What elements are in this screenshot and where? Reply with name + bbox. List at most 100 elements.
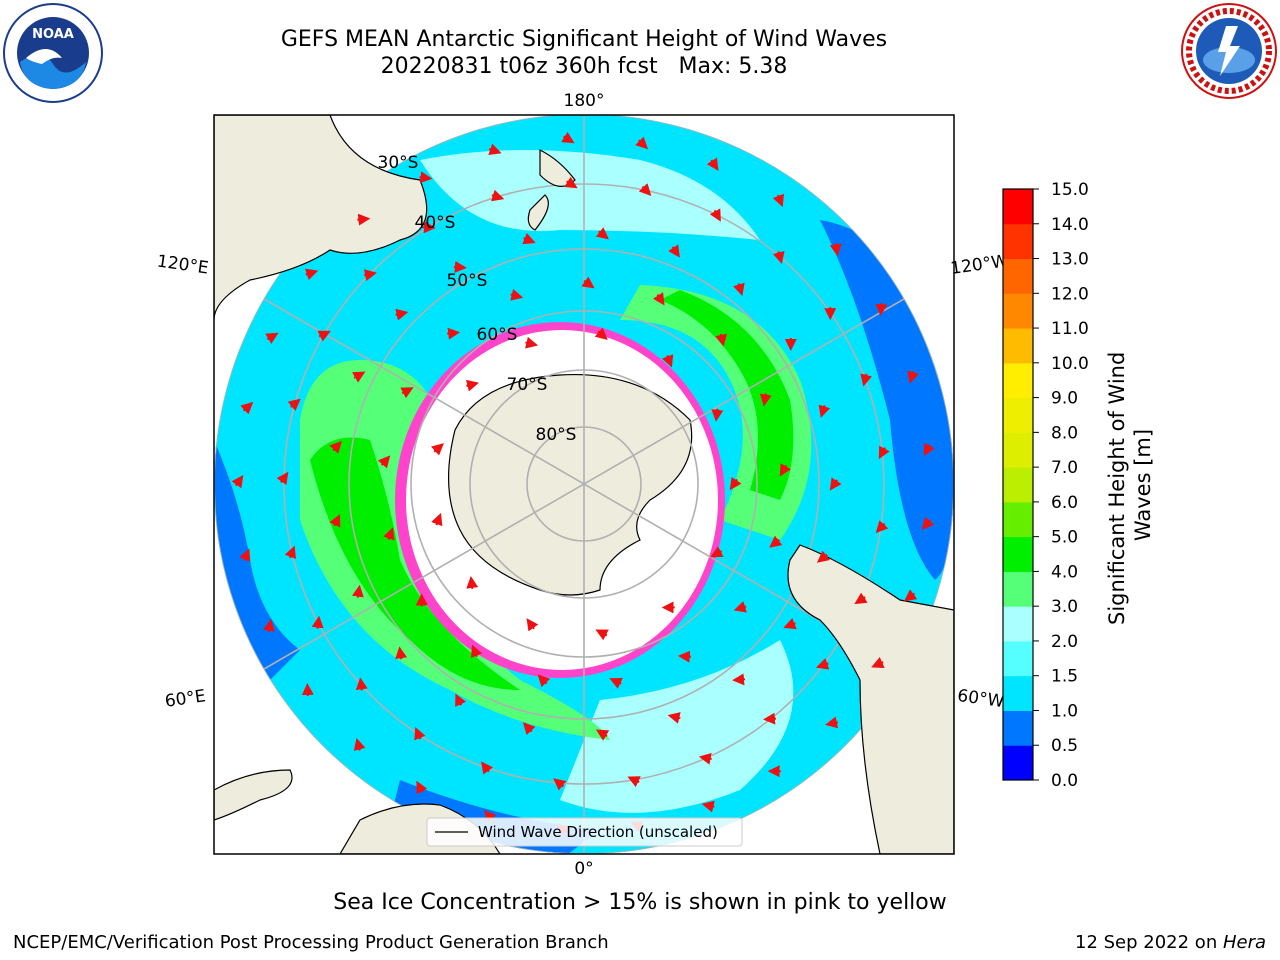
wind-arrow — [352, 371, 366, 383]
colorbar-tick-label: 13.0 — [1051, 250, 1089, 270]
wind-arrow — [907, 370, 919, 384]
colorbar-tick-label: 3.0 — [1051, 597, 1078, 617]
lon-label-right-upper: 120°W — [949, 251, 1009, 279]
footer-machine: Hera — [1222, 932, 1266, 953]
wind-arrow — [595, 729, 610, 741]
wind-arrow — [710, 546, 724, 558]
colorbar-segment — [1003, 571, 1033, 607]
footer-branch: NCEP/EMC/Verification Post Processing Pr… — [13, 932, 609, 953]
wind-arrow — [357, 213, 371, 226]
wind-arrow — [239, 548, 251, 562]
colorbar-tick-label: 15.0 — [1051, 180, 1089, 200]
wind-arrow — [829, 477, 842, 491]
wind-arrow — [711, 408, 724, 422]
wind-arrow — [431, 443, 444, 456]
wind-arrow — [875, 303, 888, 317]
wind-arrow — [526, 618, 539, 632]
wind-arrow — [522, 722, 536, 736]
footer-date: 12 Sep 2022 on Hera — [1075, 932, 1266, 953]
colorbar-tick-label: 1.0 — [1051, 701, 1078, 721]
wind-arrow — [231, 474, 244, 489]
wind-arrow — [772, 250, 785, 265]
wind-arrow — [422, 221, 436, 234]
lon-label-left-upper: 120°E — [156, 252, 210, 279]
colorbar-segment — [1003, 397, 1033, 433]
wind-arrow — [732, 673, 746, 686]
wind-arrow — [564, 176, 578, 189]
wind-arrow — [825, 716, 839, 729]
wind-arrow — [875, 520, 889, 534]
wind-arrow — [829, 243, 842, 257]
colorbar-tick-label: 10.0 — [1051, 354, 1089, 374]
wind-arrow — [815, 658, 830, 670]
wind-arrow — [627, 776, 641, 788]
lat-label-80s: 80°S — [536, 425, 577, 445]
lat-label-30s: 30°S — [378, 153, 419, 173]
colorbar-tick-label: 2.0 — [1051, 632, 1078, 652]
colorbar-tick-label: 0.0 — [1051, 771, 1078, 791]
australia — [214, 115, 428, 321]
wind-arrow — [465, 379, 479, 392]
colorbar-tick-label: 9.0 — [1051, 389, 1078, 409]
noaa-logo-text: NOAA — [32, 27, 74, 42]
colorbar-segment — [1003, 223, 1033, 260]
colorbar-segment — [1003, 501, 1033, 538]
wind-arrow — [779, 463, 791, 477]
colorbar-segment — [1003, 432, 1033, 468]
wind-arrow — [667, 712, 681, 724]
wind-arrow — [581, 276, 595, 289]
wind-arrow — [537, 674, 551, 688]
wind-arrow — [759, 393, 772, 407]
wind-arrow — [419, 171, 433, 184]
colorbar-segment — [1003, 675, 1033, 711]
map-frame — [213, 114, 955, 855]
chart-title: GEFS MEAN Antarctic Significant Height o… — [0, 26, 1168, 80]
wind-arrow — [525, 336, 539, 349]
wind-arrow — [455, 693, 467, 707]
wind-arrow — [709, 208, 721, 222]
colorbar-segment — [1003, 606, 1033, 642]
wind-arrow — [594, 327, 608, 341]
colorbar-segment — [1003, 189, 1033, 225]
wind-arrow — [466, 576, 479, 590]
wind-arrow — [377, 455, 391, 469]
colorbar-tick-label: 6.0 — [1051, 493, 1078, 513]
colorbar-segment — [1003, 258, 1033, 294]
wind-arrow — [677, 650, 691, 663]
wind-arrow — [240, 401, 254, 415]
wind-arrow — [668, 244, 680, 258]
colorbar-tick-label: 12.0 — [1051, 284, 1089, 304]
wind-arrow — [510, 288, 524, 301]
wind-arrow — [329, 514, 341, 528]
wind-arrow — [329, 440, 342, 454]
lat-label-70s: 70°S — [507, 375, 548, 395]
wind-arrow — [878, 445, 890, 460]
lon-label-bottom: 0° — [574, 859, 593, 879]
wind-arrow — [522, 232, 536, 245]
wind-arrow — [701, 800, 715, 813]
wind-arrow — [729, 476, 742, 491]
colorbar-tick-label: 5.0 — [1051, 528, 1078, 548]
wind-arrow — [431, 512, 443, 527]
colorbar-tick-label: 1.5 — [1051, 667, 1078, 687]
wind-arrow — [733, 282, 745, 296]
colorbar-tick-label: 8.0 — [1051, 423, 1078, 443]
colorbar-tick-label: 14.0 — [1051, 215, 1089, 235]
wind-arrow — [416, 780, 428, 795]
lat-label-40s: 40°S — [415, 213, 456, 233]
south-america — [787, 544, 954, 854]
wind-arrow — [921, 516, 935, 530]
wind-arrow — [733, 601, 747, 613]
wind-arrow — [383, 527, 395, 541]
colorbar-segment — [1003, 293, 1033, 329]
wind-arrow — [284, 545, 296, 560]
wind-arrow — [635, 136, 649, 150]
wind-arrow — [488, 143, 502, 155]
wind-arrow — [769, 535, 783, 548]
title-line-2: 20220831 t06z 360h fcst Max: 5.38 — [380, 54, 788, 79]
wind-arrow — [595, 629, 609, 641]
wind-arrow — [816, 550, 831, 563]
colorbar-segment — [1003, 710, 1033, 746]
wind-arrow — [923, 442, 935, 457]
